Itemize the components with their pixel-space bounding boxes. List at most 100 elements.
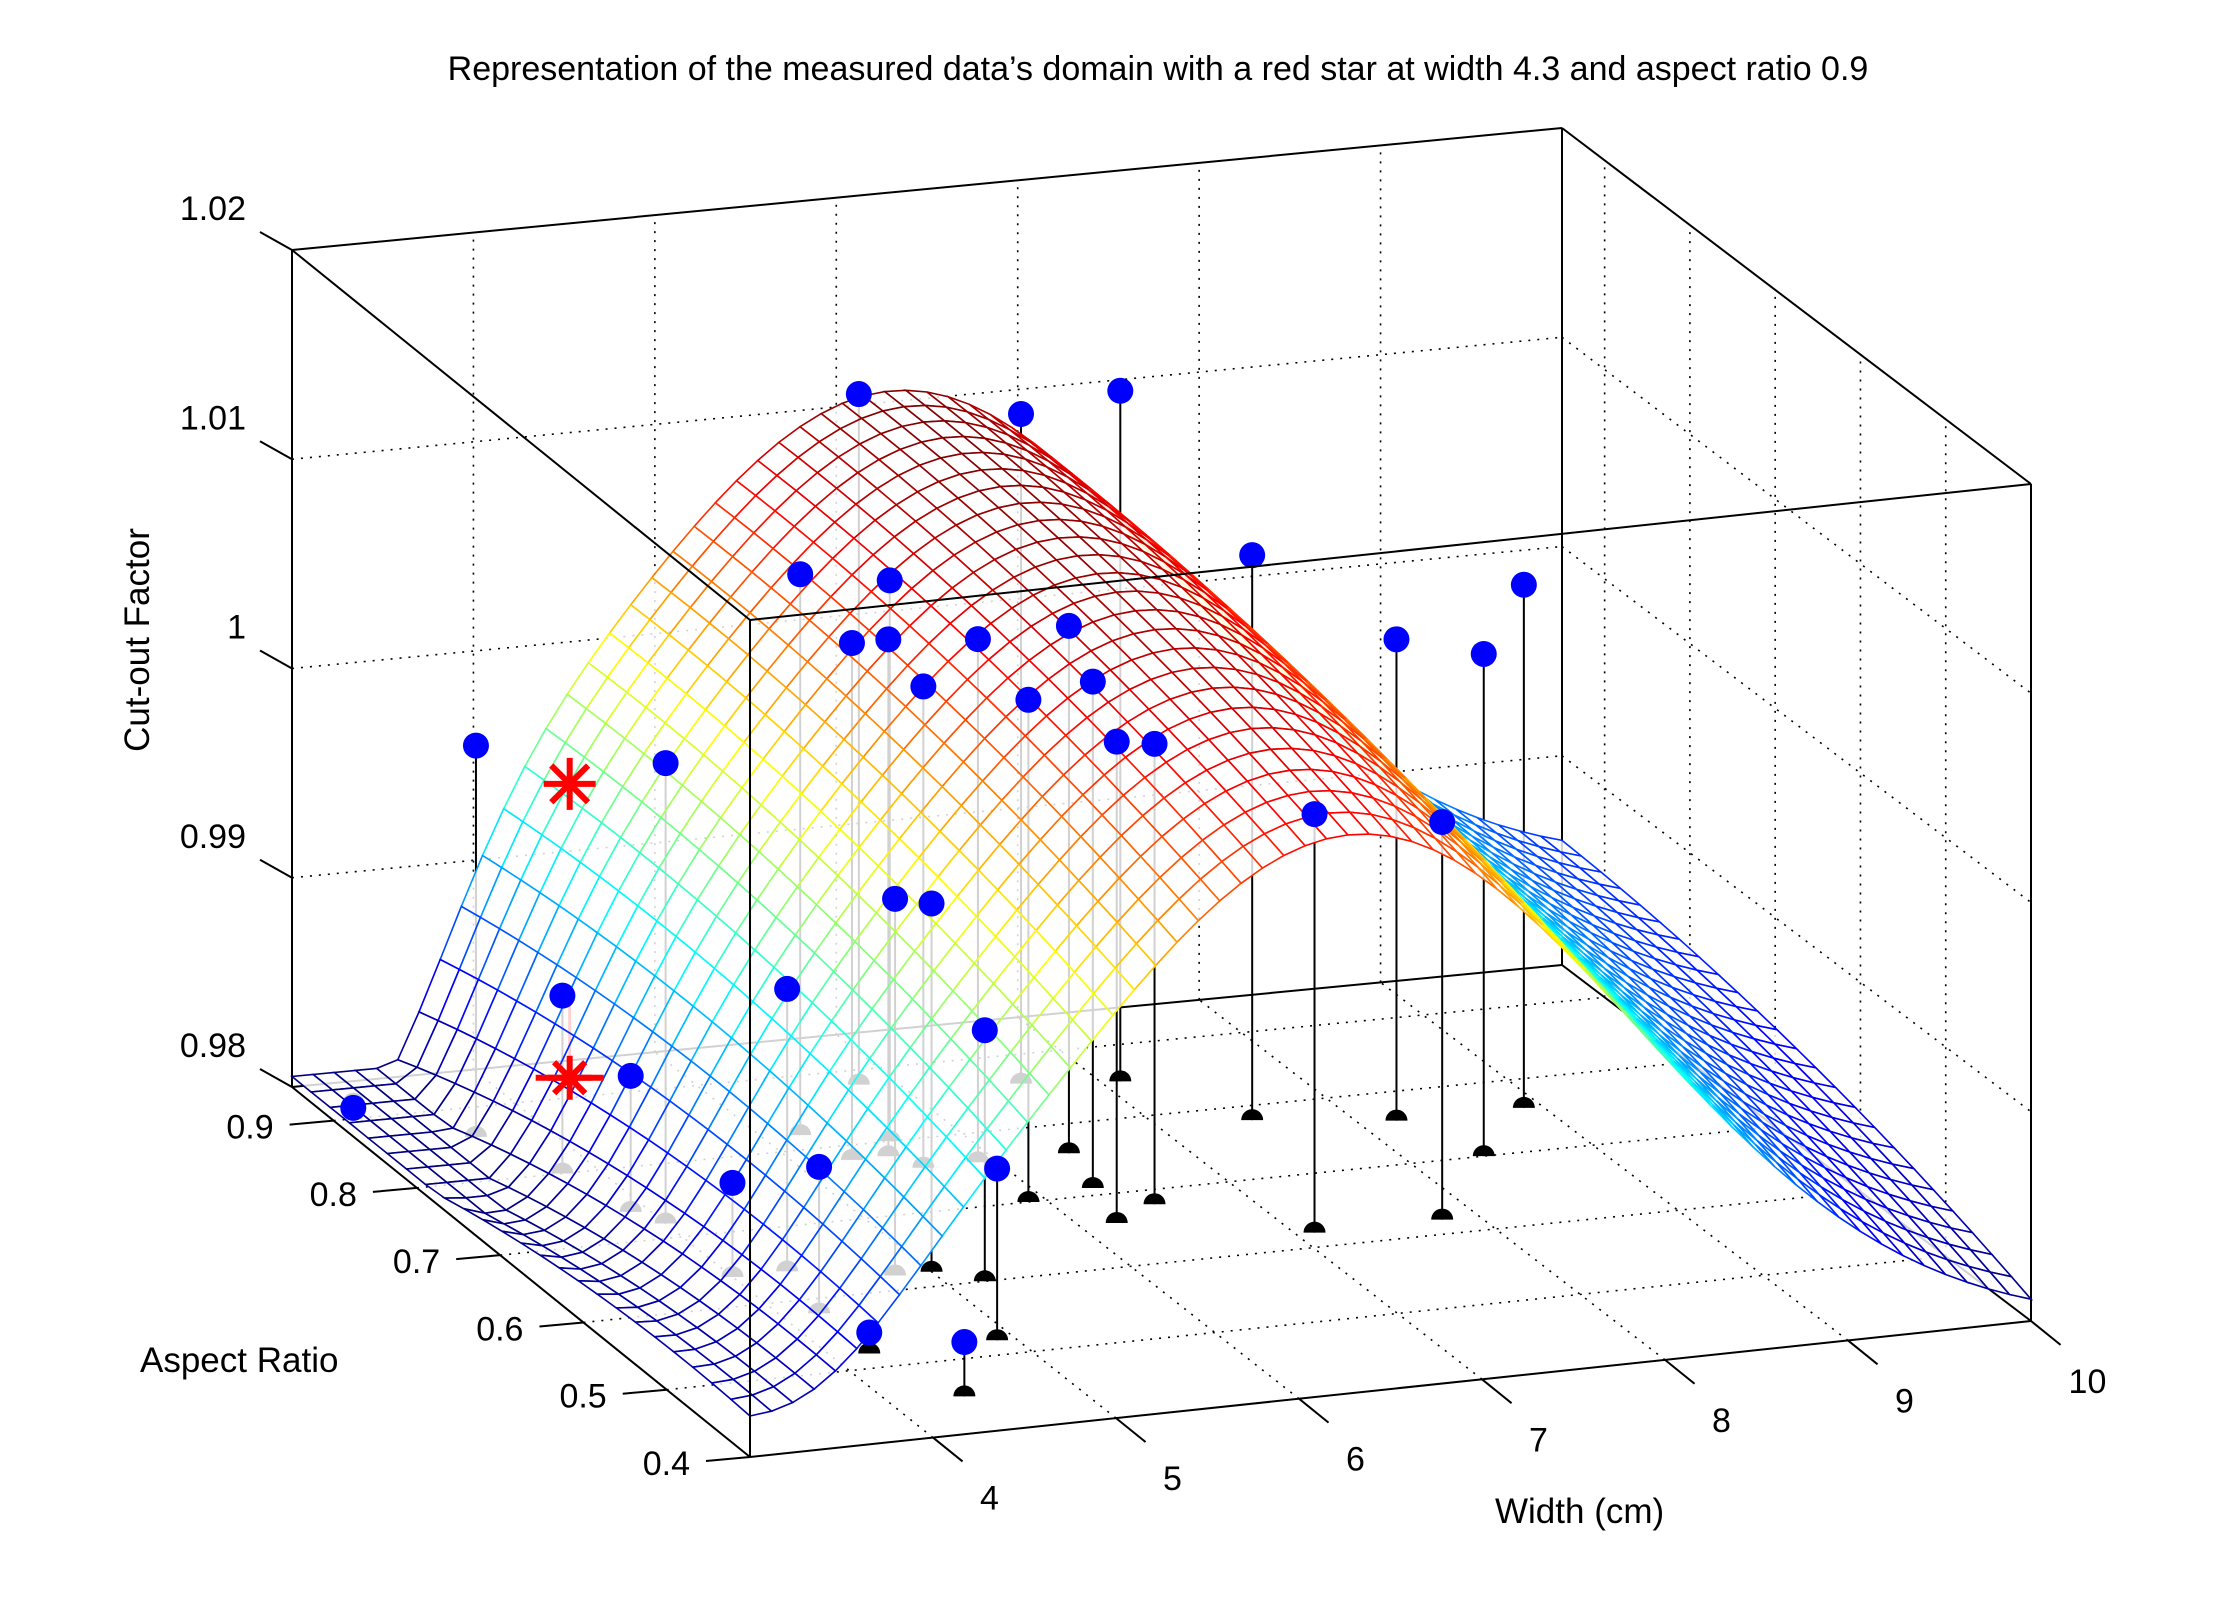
data-point — [1239, 542, 1266, 569]
x-tick-mark — [1298, 1397, 1330, 1424]
x-tick-mark — [1664, 1359, 1696, 1385]
data-point — [617, 1062, 644, 1089]
data-point — [882, 885, 909, 912]
floor-marker — [973, 1270, 996, 1282]
y-tick-mark — [289, 1119, 334, 1126]
floor-marker — [986, 1329, 1009, 1341]
floor-marker — [920, 1260, 943, 1272]
data-point — [856, 1319, 883, 1346]
z-tick-label: 0.98 — [180, 1027, 246, 1065]
data-point — [838, 630, 865, 657]
data-point — [875, 626, 902, 653]
y-tick-mark — [705, 1456, 751, 1462]
surface-mesh — [289, 389, 2034, 1417]
back-wall-grid-line — [291, 545, 1563, 670]
data-point — [1429, 809, 1456, 836]
floor-marker — [1385, 1109, 1408, 1121]
floor-marker — [953, 1385, 976, 1397]
surface-cell — [1987, 1270, 2034, 1301]
box-edge — [749, 483, 2032, 621]
data-point — [774, 975, 801, 1002]
x-tick-label: 8 — [1712, 1402, 1731, 1440]
floor-grid-line — [500, 1126, 1776, 1256]
data-point — [1015, 686, 1042, 713]
data-point — [549, 982, 576, 1009]
floor-marker — [1241, 1109, 1264, 1121]
floor-marker — [1431, 1208, 1454, 1220]
y-tick-mark — [456, 1254, 501, 1261]
floor-marker — [1512, 1096, 1535, 1108]
data-point — [1470, 640, 1497, 667]
floor-marker — [858, 1342, 881, 1354]
x-tick-label: 4 — [980, 1480, 999, 1518]
floor-marker — [1081, 1177, 1104, 1189]
data-point — [1383, 626, 1410, 653]
y-tick-label: 0.4 — [643, 1445, 690, 1483]
x-tick-label: 5 — [1163, 1460, 1182, 1498]
z-tick-mark — [259, 1068, 293, 1088]
x-tick-mark — [1115, 1417, 1147, 1443]
data-point — [964, 626, 991, 653]
tick-labels-layer: 4 5 6 7 8 9 10 0.4 0.5 0.6 0.7 0.8 0.9 0.98 0.99 1 1.01 1… — [180, 190, 2107, 1518]
floor-grid-line — [1017, 1016, 1483, 1380]
data-point — [971, 1017, 998, 1044]
z-tick-mark — [259, 858, 293, 879]
x-tick-mark — [1847, 1339, 1879, 1366]
z-tick-label: 1.01 — [180, 399, 246, 437]
data-point — [918, 890, 945, 917]
y-tick-label: 0.7 — [393, 1243, 440, 1281]
z-tick-mark — [259, 231, 293, 251]
data-point — [1141, 730, 1168, 757]
points-layer — [340, 377, 1537, 1356]
data-point — [1008, 401, 1035, 428]
data-point — [719, 1169, 746, 1196]
floor-marker — [1057, 1142, 1080, 1154]
z-tick-mark — [259, 440, 293, 461]
floor-grid-line — [666, 1255, 1946, 1391]
y-tick-label: 0.5 — [559, 1378, 606, 1416]
x-tick-mark — [1481, 1378, 1513, 1404]
surface-cell — [729, 1394, 774, 1417]
front-axes-layer — [291, 249, 2032, 1458]
floor-marker — [1017, 1191, 1040, 1203]
data-point — [787, 561, 814, 588]
back-wall-grid-line — [291, 336, 1563, 461]
y-tick-mark — [539, 1321, 584, 1328]
data-point — [845, 381, 872, 408]
data-point — [910, 673, 937, 700]
floor-marker — [1105, 1211, 1128, 1223]
x-tick-label: 9 — [1895, 1382, 1914, 1420]
data-point — [340, 1094, 367, 1121]
data-point — [876, 567, 903, 594]
z-tick-label: 0.99 — [180, 818, 246, 856]
highlight-star — [543, 757, 596, 810]
y-tick-mark — [372, 1186, 417, 1193]
x-tick-label: 7 — [1529, 1421, 1548, 1459]
floor-marker — [1109, 1070, 1132, 1082]
data-point — [1510, 571, 1537, 598]
floor-marker — [1303, 1221, 1326, 1233]
side-wall-grid-line — [1561, 545, 2032, 904]
data-point — [951, 1329, 978, 1356]
z-tick-mark — [259, 649, 293, 670]
x-axis-label: Width (cm) — [1495, 1492, 1664, 1531]
y-tick-label: 0.6 — [476, 1310, 523, 1348]
data-point — [1055, 612, 1082, 639]
x-tick-label: 6 — [1346, 1441, 1365, 1479]
y-tick-mark — [622, 1388, 667, 1395]
box-edge — [291, 249, 751, 621]
data-point — [1301, 801, 1328, 828]
chart-title: Representation of the measured data’s do… — [448, 50, 1869, 88]
box-edge — [291, 127, 1563, 251]
x-axis-line — [749, 1320, 2032, 1458]
floor-marker — [1472, 1145, 1495, 1157]
box-edge — [1561, 127, 2032, 485]
data-point — [652, 750, 679, 777]
z-tick-label: 1.02 — [180, 190, 246, 228]
data-point — [1107, 377, 1134, 404]
floor-grid-line — [1198, 999, 1666, 1361]
data-point — [462, 732, 489, 759]
z-axis-label: Cut-out Factor — [118, 528, 157, 752]
data-point — [1079, 668, 1106, 695]
